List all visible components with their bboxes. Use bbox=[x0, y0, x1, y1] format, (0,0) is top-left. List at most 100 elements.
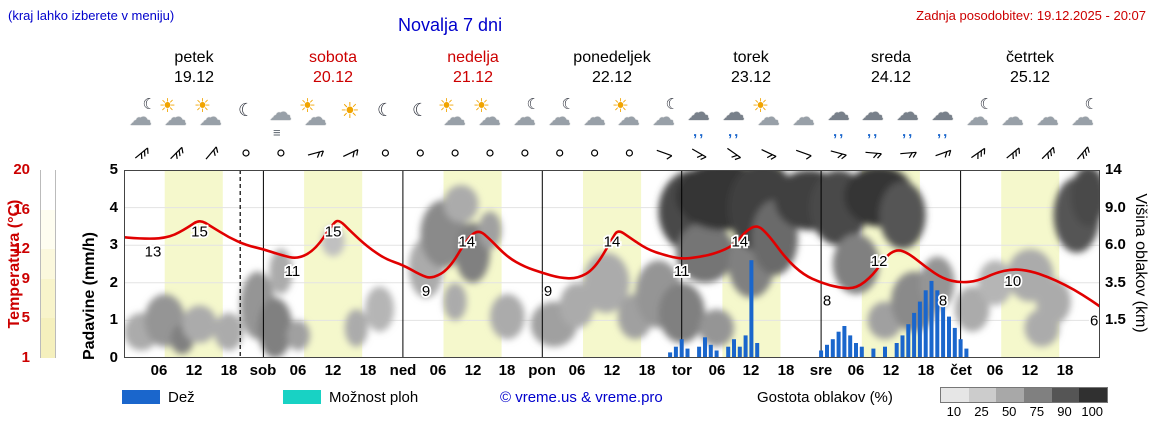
temperature-value-label: 9 bbox=[422, 283, 430, 300]
cloud-icon: ☁ bbox=[443, 104, 466, 130]
wind-calm-icon bbox=[591, 149, 599, 157]
cloud-blob bbox=[443, 282, 467, 321]
rain-bar bbox=[848, 335, 853, 358]
cloud-scale-cell bbox=[1024, 388, 1052, 402]
rain-bar bbox=[964, 348, 969, 358]
weather-icon-rain: ☁ ‚‚ bbox=[717, 97, 751, 141]
day-header-ponedeljek: ponedeljek 22.12 bbox=[547, 48, 677, 88]
rain-bar bbox=[842, 326, 847, 358]
cloud-blob bbox=[286, 320, 310, 351]
copyright-link[interactable]: © vreme.us & vreme.pro bbox=[500, 389, 663, 406]
temp-strip-segment bbox=[40, 249, 56, 279]
cloud-density-scale-labels: 10 25 50 75 90 100 bbox=[940, 404, 1106, 419]
sun-icon: ☀ bbox=[612, 96, 630, 117]
wind-calm-icon bbox=[625, 149, 633, 157]
weather-icon-moon: ☾ bbox=[229, 97, 263, 141]
weather-icon-moon: ☾ bbox=[368, 97, 402, 141]
cloud-scale-cell bbox=[968, 388, 997, 402]
day-name: nedelja bbox=[447, 49, 499, 66]
rain-bar bbox=[749, 260, 754, 358]
weather-icon-sun: ☀ bbox=[334, 97, 368, 141]
temperature-value-label: 15 bbox=[191, 224, 208, 241]
wind-barb-icon bbox=[1041, 146, 1055, 160]
x-tick-12: 12 bbox=[742, 362, 760, 379]
wind-calm-icon bbox=[451, 149, 459, 157]
x-tick-ned: ned bbox=[389, 362, 417, 379]
sun-icon: ☀ bbox=[752, 96, 770, 117]
moon-icon: ☾ bbox=[561, 96, 575, 113]
cloud-icon: ☁ bbox=[548, 104, 571, 130]
precip-tick: 2 bbox=[109, 274, 118, 291]
temperature-value-label: 10 bbox=[1005, 273, 1022, 290]
rain-bar bbox=[941, 301, 946, 358]
day-header-sobota: sobota 20.12 bbox=[268, 48, 398, 88]
wind-calm-icon bbox=[521, 149, 529, 157]
temp-tick: 20 bbox=[13, 161, 30, 178]
day-date: 22.12 bbox=[591, 69, 633, 86]
menu-hint: (kraj lahko izberete v meniju) bbox=[8, 8, 175, 23]
cloud-height-tick: 3.5 bbox=[1105, 274, 1126, 291]
temperature-value-label: 14 bbox=[604, 233, 621, 250]
showers-legend-swatch bbox=[283, 390, 321, 404]
weather-icon-cloud: ☁ bbox=[578, 97, 612, 141]
temperature-value-label: 6 bbox=[1090, 313, 1098, 330]
rain-bar bbox=[819, 350, 824, 358]
forecast-chart: 13 15 11 15 9 14 9 14 11 14 8 12 8 10 6 bbox=[122, 162, 1106, 363]
day-date: 23.12 bbox=[730, 69, 772, 86]
weather-icon-cloud: ☁ bbox=[996, 97, 1030, 141]
cloud-blob bbox=[478, 211, 502, 249]
cloud-density-legend-label: Gostota oblakov (%) bbox=[757, 389, 893, 406]
cloud-icon: ☁ bbox=[722, 99, 745, 125]
drops-icon: ‚‚ bbox=[833, 123, 846, 140]
day-name: petek bbox=[174, 49, 214, 66]
temp-strip-segment bbox=[40, 210, 56, 250]
rain-bar bbox=[952, 327, 957, 358]
day-date: 25.12 bbox=[1009, 69, 1051, 86]
day-name: ponedeljek bbox=[573, 49, 651, 66]
cloud-icon: ☁ bbox=[129, 104, 152, 130]
weather-icon-cloud: ☁ bbox=[1031, 97, 1065, 141]
cloud-blob bbox=[699, 309, 734, 347]
day-name: sobota bbox=[308, 49, 358, 66]
wind-barb-icon bbox=[935, 149, 952, 158]
wind-calm-icon bbox=[486, 149, 494, 157]
weather-icon-sun-cloud: ☀ ☁ bbox=[473, 97, 507, 141]
cloud-scale-label: 25 bbox=[974, 404, 989, 419]
rain-bar bbox=[697, 346, 702, 358]
weather-icon-rain: ☁ ‚‚ bbox=[682, 97, 716, 141]
cloud-icon: ☁ bbox=[478, 104, 501, 130]
cloud-density-scale bbox=[940, 387, 1108, 403]
weather-icon-sun-cloud: ☀ ☁ bbox=[159, 97, 193, 141]
x-tick-sob: sob bbox=[249, 362, 277, 379]
cloud-blob bbox=[1036, 279, 1071, 325]
drops-icon: ‚‚ bbox=[902, 123, 915, 140]
day-name: torek bbox=[733, 49, 769, 66]
showers-legend-label: Možnost ploh bbox=[329, 389, 419, 406]
rain-bar bbox=[703, 337, 707, 358]
cloud-icon: ☁ bbox=[304, 104, 327, 130]
wind-barb-icon bbox=[795, 149, 812, 160]
temp-tick: 9 bbox=[21, 270, 30, 287]
x-tick-06: 06 bbox=[708, 362, 726, 379]
moon-icon: ☾ bbox=[238, 100, 255, 120]
page-title: Novalja 7 dni bbox=[398, 15, 503, 35]
rain-bar bbox=[883, 346, 887, 358]
wind-barb-row bbox=[124, 141, 1100, 170]
temp-tick: 1 bbox=[21, 349, 30, 366]
weather-icon-cloud-moon: ☾ ☁ bbox=[543, 97, 577, 141]
weather-icon-fog: ☁ ≡ bbox=[264, 97, 298, 141]
sun-icon: ☀ bbox=[159, 96, 177, 117]
wind-calm-icon bbox=[242, 149, 250, 157]
rain-legend-label: Dež bbox=[168, 389, 195, 406]
cloud-height-tick: 9.0 bbox=[1105, 199, 1126, 216]
rain-bar bbox=[947, 316, 951, 358]
wind-calm-icon bbox=[277, 149, 285, 157]
cloud-blob bbox=[1071, 166, 1106, 227]
x-tick-čet: čet bbox=[950, 362, 972, 379]
cloud-blob bbox=[954, 286, 990, 332]
x-tick-18: 18 bbox=[917, 362, 935, 379]
temperature-value-label: 11 bbox=[674, 263, 690, 280]
cloud-icon: ☁ bbox=[269, 99, 292, 125]
cloud-blob bbox=[676, 222, 734, 283]
x-tick-18: 18 bbox=[220, 362, 238, 379]
